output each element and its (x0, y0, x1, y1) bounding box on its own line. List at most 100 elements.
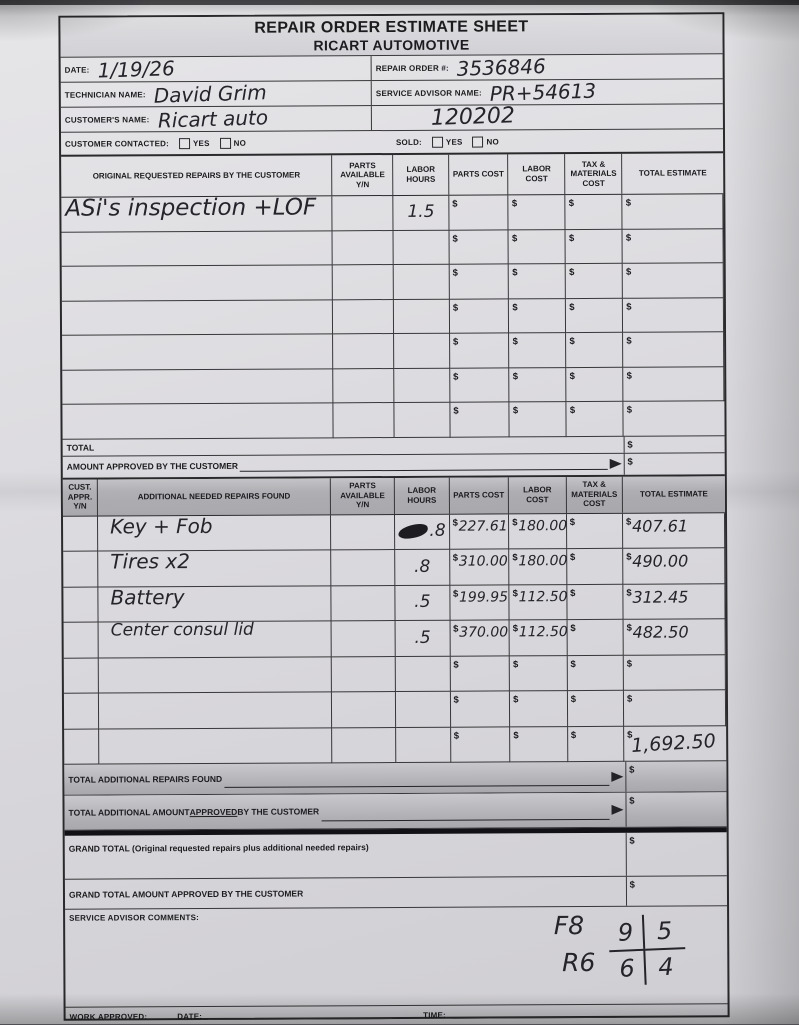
dollar-sign: $ (569, 370, 575, 382)
t2-row2-parts-available (331, 585, 396, 622)
work-approved-label: WORK APPROVED: (69, 1012, 148, 1022)
t2-row1-parts-available (331, 549, 396, 586)
info-row-names: TECHNICIAN NAME: David Grim SERVICE ADVI… (60, 79, 723, 108)
cell (333, 264, 395, 300)
dollar-sign: $ (452, 198, 458, 210)
t2-row3-tax-cost: $ (567, 619, 624, 656)
dollar-sign: $ (626, 266, 632, 278)
t2-row2-parts-cost: $199.95 (449, 584, 510, 621)
dollar-sign: $ (512, 336, 518, 348)
cell: $ (509, 402, 567, 437)
dollar-sign: $ (512, 301, 518, 313)
technician-label: TECHNICIAN NAME: (64, 89, 146, 100)
footer-time-label: TIME: (423, 1010, 446, 1020)
t2-row1-parts-cost: $310.00 (449, 549, 510, 586)
dollar-sign: $ (626, 587, 632, 599)
t2-row3-parts-available (331, 620, 397, 657)
original-repairs-table-header: ORIGINAL REQUESTED REPAIRS BY THE CUSTOM… (61, 153, 724, 198)
label-part-underlined: APPROVED (189, 806, 238, 818)
labor-cost-handwritten: 180.00 (518, 517, 568, 534)
extra-handwritten-number: 120202 (430, 103, 516, 131)
sold-no-checkbox (472, 136, 484, 148)
t2-row1-total: $490.00 (623, 548, 726, 585)
t2-row2-labor-hours: .5 (395, 585, 451, 621)
date-handwritten-value: 1/19/26 (97, 56, 175, 83)
cell (396, 727, 451, 763)
cell: $ (567, 690, 625, 727)
table-row (61, 265, 334, 302)
t1-row0-labor-cost: $ (508, 195, 566, 230)
dollar-sign: $ (627, 456, 633, 468)
additional-total-handwritten: 1,692.50 (630, 729, 717, 757)
t1-header-labor-cost: LABOR COST (508, 154, 566, 195)
cell (394, 368, 451, 403)
rear-note: R6 (561, 947, 596, 978)
amount-approved-value-cell: $ (623, 452, 725, 475)
grand-total-approved-label: GRAND TOTAL AMOUNT APPROVED BY THE CUSTO… (68, 887, 304, 900)
table-row (61, 230, 334, 267)
amount-approved-row: AMOUNT APPROVED BY THE CUSTOMER $ (62, 452, 725, 480)
total-label: TOTAL (66, 442, 95, 453)
t1-row0-description: ASi's inspection +LOF (65, 194, 317, 222)
t2-row3-labor-cost: $112.50 (509, 620, 568, 656)
t1-header-labor-hours: LABOR HOURS (393, 154, 450, 195)
t2-row1-cust-appr (63, 551, 99, 588)
t2-row1-description: Tires x2 (110, 549, 191, 574)
dollar-sign: $ (570, 623, 576, 635)
sold-yes-label: YES (445, 137, 463, 147)
cell (333, 333, 395, 369)
table-row (61, 299, 334, 336)
cell: $ (509, 298, 567, 334)
parts-cost-handwritten: 310.00 (458, 553, 508, 570)
dollar-sign: $ (569, 516, 576, 528)
t2-row2-description: Battery (110, 584, 185, 609)
advisor-field: SERVICE ADVISOR NAME: PR+54613 (372, 79, 723, 106)
cell: $ (623, 401, 725, 437)
labor-cost-handwritten: 112.50 (518, 624, 568, 641)
total-additional-repairs-row: TOTAL ADDITIONAL REPAIRS FOUND $ (64, 761, 727, 796)
cell: $ (510, 726, 569, 763)
dollar-sign: $ (626, 370, 632, 382)
cell (393, 264, 450, 300)
t2-row0-total: $407.61 (623, 512, 726, 549)
contacted-yes-label: YES (192, 138, 210, 148)
total-estimate-handwritten: 407.61 (632, 515, 689, 536)
dollar-sign: $ (569, 267, 575, 279)
cell: $ (449, 333, 510, 369)
cell (63, 658, 100, 694)
repair-order-label: REPAIR ORDER #: (375, 63, 449, 73)
cell: $ (623, 297, 724, 333)
grid-bottom-right: 4 (645, 947, 687, 985)
dollar-sign: $ (626, 301, 632, 313)
cell: $ (510, 691, 568, 727)
paper-sheet: REPAIR ORDER ESTIMATE SHEET RICART AUTOM… (0, 5, 799, 1024)
additional-repairs-table-header: CUST. APPR. Y/N ADDITIONAL NEEDED REPAIR… (62, 475, 725, 517)
cell (332, 230, 394, 266)
arrow-line (222, 762, 625, 794)
sold-group: SOLD: YES NO (396, 136, 499, 148)
arrow-line (319, 793, 625, 829)
cell: $ (449, 298, 510, 334)
cell: $ (450, 367, 510, 403)
dollar-sign: $ (626, 404, 633, 416)
labor-cost-handwritten: 112.50 (518, 588, 568, 605)
dollar-sign: $ (569, 552, 576, 564)
dollar-sign: $ (452, 233, 458, 245)
comments-label: SERVICE ADVISOR COMMENTS: (69, 913, 200, 923)
t1-header-total: TOTAL ESTIMATE (638, 168, 707, 178)
contacted-no-checkbox (219, 137, 231, 149)
cell: $ (623, 690, 727, 727)
cell: $ (509, 655, 568, 692)
dollar-sign: $ (452, 517, 458, 529)
cell: $ (508, 229, 567, 265)
dollar-sign: $ (626, 516, 632, 528)
dollar-sign: $ (570, 729, 577, 741)
service-advisor-comments: SERVICE ADVISOR COMMENTS: F8 R6 9 5 6 4 (65, 906, 728, 1008)
repair-order-field: REPAIR ORDER #: 3536846 (372, 54, 723, 81)
dollar-sign: $ (569, 405, 576, 417)
table-row (98, 656, 333, 694)
cell: $ (450, 655, 511, 692)
t2-header-labor-hours: LABOR HOURS (395, 477, 450, 514)
extra-number-field: 120202 (372, 103, 723, 131)
info-row-customer: CUSTOMER'S NAME: Ricart auto 120202 (60, 103, 723, 133)
